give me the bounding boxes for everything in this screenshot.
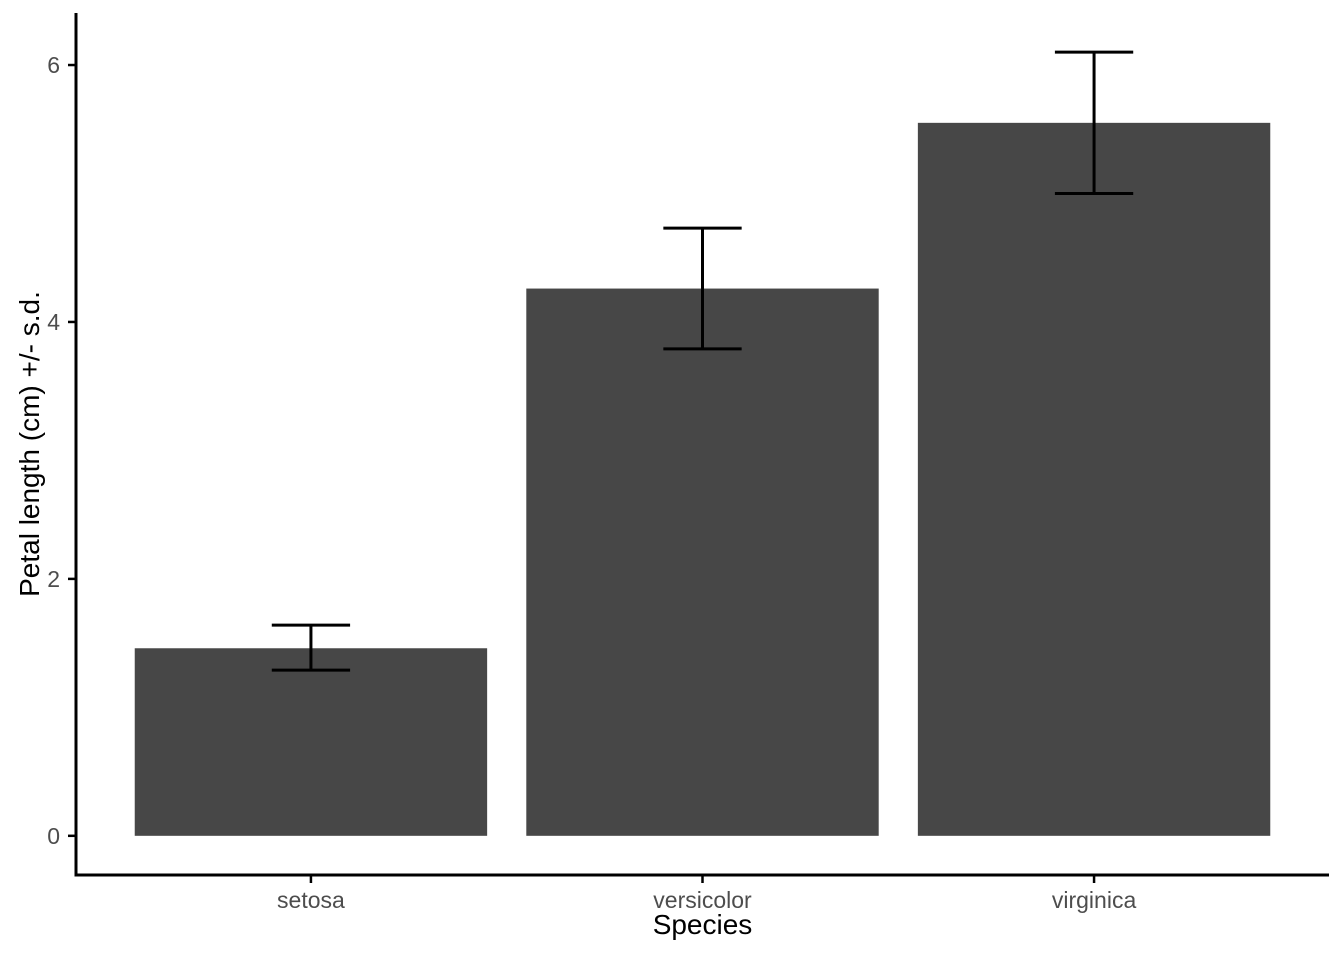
x-tick-label-versicolor: versicolor	[653, 887, 752, 913]
x-axis-title: Species	[652, 909, 753, 940]
bar-virginica	[917, 122, 1271, 836]
x-tick-label-setosa: setosa	[277, 887, 345, 913]
y-axis-title: Petal length (cm) +/- s.d.	[14, 291, 45, 597]
y-tick-label-6: 6	[47, 52, 60, 78]
bar-versicolor	[526, 288, 879, 836]
y-tick-label-2: 2	[47, 566, 60, 592]
y-tick-label-0: 0	[47, 823, 60, 849]
bar-setosa	[134, 648, 488, 836]
y-tick-label-4: 4	[47, 309, 60, 335]
x-tick-label-virginica: virginica	[1052, 887, 1137, 913]
